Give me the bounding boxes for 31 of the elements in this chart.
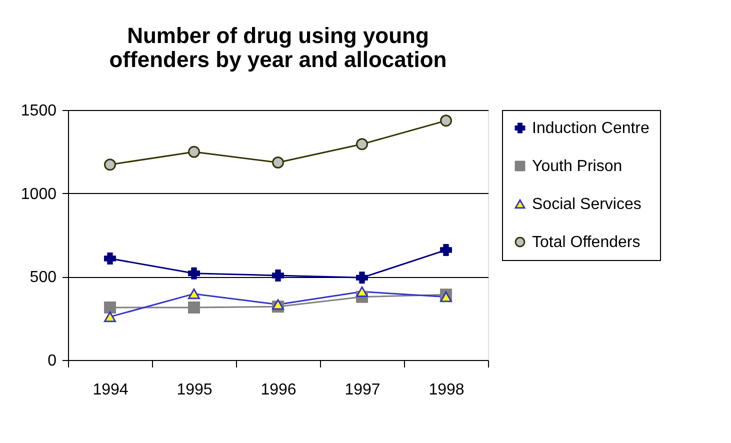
point [440, 292, 452, 302]
chart-title: Number of drug using young offenders by year and allocation [109, 23, 447, 72]
x-tick-label: 1997 [344, 382, 380, 398]
x-tick-label: 1998 [428, 382, 464, 398]
point [188, 302, 200, 314]
y-tick-label: 1500 [20, 102, 57, 120]
legend-label: Induction Centre [532, 120, 650, 137]
point [356, 138, 368, 150]
point [104, 312, 116, 322]
point [272, 270, 284, 282]
legend-label: Social Services [532, 196, 642, 213]
point [440, 114, 452, 127]
point [272, 156, 284, 168]
point [440, 244, 452, 256]
x-tick-label: 1994 [92, 382, 128, 398]
point [356, 286, 368, 297]
point [188, 288, 200, 300]
y-tick-label: 1000 [20, 186, 57, 203]
point [356, 272, 368, 284]
legend-label: Total Offenders [532, 234, 640, 251]
point [104, 302, 116, 314]
point [104, 158, 116, 171]
y-tick-label: 0 [48, 352, 57, 370]
x-tick-label: 1995 [176, 382, 212, 398]
x-tick-label: 1996 [260, 382, 296, 398]
point [188, 146, 200, 158]
legend-label: Youth Prison [532, 158, 622, 175]
y-tick-label: 500 [30, 269, 57, 286]
point [272, 299, 284, 310]
point [104, 252, 116, 264]
point [188, 267, 200, 280]
